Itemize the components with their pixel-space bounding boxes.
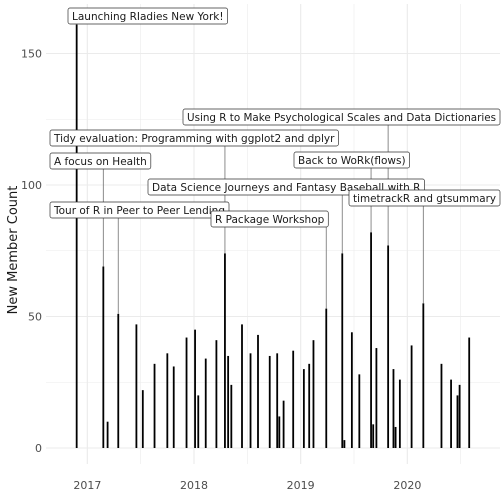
bar — [257, 334, 259, 448]
annotation-labels: Launching RIadies New York! Using R to Ma… — [49, 7, 501, 228]
bar — [422, 303, 425, 448]
bar — [325, 308, 328, 448]
annotation-text: A focus on Health — [54, 156, 147, 168]
bar — [341, 253, 344, 448]
bar — [249, 353, 252, 448]
annotation-label: A focus on Health — [49, 152, 152, 170]
annotation-label: Back to WoRk(flows) — [293, 151, 410, 169]
annotation-text: Tidy evaluation: Programming with ggplot… — [53, 133, 335, 145]
bar — [468, 337, 471, 448]
y-tick-label: 100 — [21, 179, 42, 192]
bar — [185, 337, 188, 448]
bar — [117, 313, 120, 448]
bar — [102, 266, 105, 448]
bar — [215, 340, 218, 448]
bar — [227, 355, 230, 448]
bar — [194, 329, 196, 448]
bar — [282, 400, 285, 448]
bar — [456, 395, 459, 448]
annotation-box — [67, 7, 228, 25]
annotation-label: timetrackR and gtsummary — [348, 189, 501, 207]
bar — [394, 426, 397, 448]
annotation-label: Tour of R in Peer to Peer Lending — [49, 201, 230, 219]
bar — [106, 421, 109, 448]
bar — [398, 379, 401, 448]
bar — [358, 374, 361, 448]
bar — [141, 390, 144, 448]
annotation-box — [49, 201, 230, 219]
bar — [224, 253, 226, 448]
bar — [375, 348, 378, 448]
annotation-text: Launching RIadies New York! — [72, 11, 224, 23]
annotation-box — [49, 152, 152, 170]
bar — [166, 353, 169, 448]
bar — [276, 353, 279, 448]
bar — [172, 366, 175, 448]
bar — [230, 384, 233, 448]
annotation-text: Back to WoRk(flows) — [298, 155, 406, 167]
x-tick-label: 2018 — [180, 479, 208, 492]
bar — [292, 350, 295, 448]
x-tick-label: 2020 — [393, 479, 421, 492]
annotation-box — [182, 108, 501, 126]
bar — [458, 384, 461, 448]
bar — [450, 379, 452, 448]
y-tick-label: 50 — [28, 311, 42, 324]
bars — [75, 24, 471, 448]
bar — [135, 324, 138, 448]
bar — [350, 332, 353, 448]
bar — [268, 355, 271, 448]
annotation-label: R Package Workshop — [210, 210, 329, 228]
annotation-label: Launching RIadies New York! — [67, 7, 228, 25]
bar — [278, 416, 281, 448]
bar — [372, 424, 375, 448]
bar — [308, 363, 311, 448]
x-tick-label: 2017 — [73, 479, 101, 492]
annotation-box — [49, 129, 339, 147]
annotation-text: timetrackR and gtsummary — [353, 193, 496, 205]
y-tick-label: 150 — [21, 48, 42, 61]
bar — [153, 363, 156, 448]
annotation-box — [210, 210, 329, 228]
tick-labels: 0 50 100 150 2017 2018 2019 2020 — [21, 48, 421, 493]
bar — [392, 369, 395, 448]
annotation-text: R Package Workshop — [215, 214, 325, 226]
annotation-label: Using R to Make Psychological Scales and… — [182, 108, 501, 126]
bar — [387, 245, 390, 448]
y-axis-title: New Member Count — [6, 186, 21, 315]
bar — [302, 369, 305, 448]
annotation-text: Tour of R in Peer to Peer Lending — [53, 205, 225, 217]
annotation-box — [293, 151, 410, 169]
annotation-label: Tidy evaluation: Programming with ggplot… — [49, 129, 339, 147]
grid-lines — [46, 4, 500, 464]
bar — [440, 363, 443, 448]
bar — [241, 324, 243, 448]
y-tick-label: 0 — [35, 442, 42, 455]
bar — [410, 345, 413, 448]
x-tick-label: 2019 — [287, 479, 315, 492]
bar — [370, 232, 372, 448]
bar — [197, 395, 200, 448]
bar — [204, 358, 207, 448]
bar — [343, 440, 346, 448]
annotation-box — [348, 189, 501, 207]
bar — [75, 24, 78, 448]
bar — [312, 340, 315, 448]
annotation-text: Using R to Make Psychological Scales and… — [187, 112, 496, 124]
